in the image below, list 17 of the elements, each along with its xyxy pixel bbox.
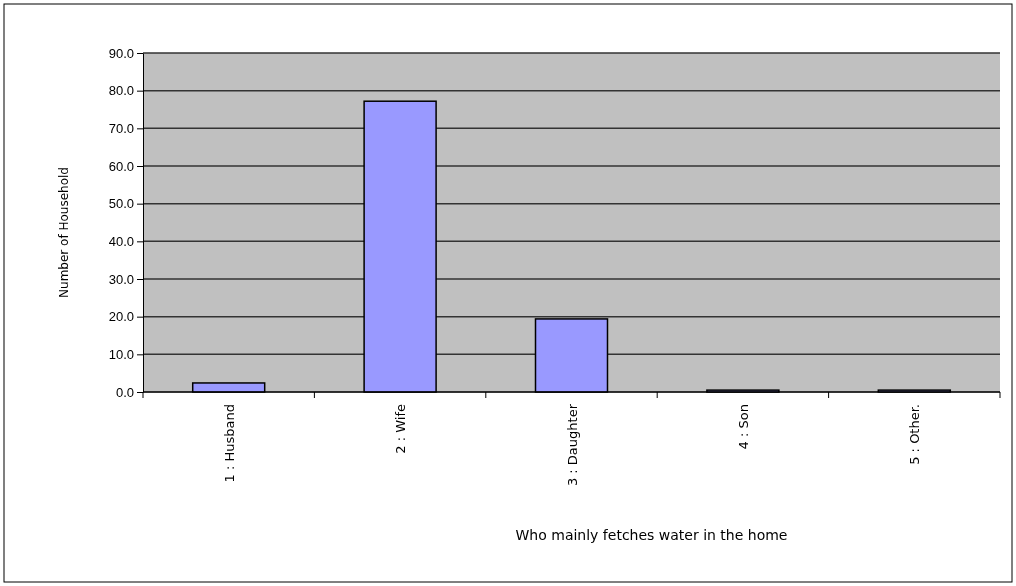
x-axis-title: Who mainly fetches water in the home [515, 527, 788, 543]
x-tick-label: 5 : Other. [907, 404, 923, 465]
x-tick-label: 1 : Husband [221, 404, 237, 483]
y-tick-label: 30.0 [108, 271, 134, 287]
y-tick-label: 50.0 [108, 196, 134, 212]
x-tick-label: 3 : Daughter [564, 403, 580, 487]
y-tick-label: 20.0 [108, 309, 134, 325]
y-tick-label: 70.0 [108, 120, 134, 136]
y-tick-label: 60.0 [108, 158, 134, 174]
y-tick-label: 10.0 [108, 346, 134, 362]
y-tick-label: 80.0 [108, 83, 134, 99]
x-tick-label: 2 : Wife [393, 404, 409, 454]
y-tick-label: 90.0 [108, 45, 134, 61]
x-tick-label: 4 : Son [735, 404, 751, 450]
y-axis-title: Number of Household [57, 167, 71, 298]
y-tick-label: 40.0 [108, 233, 134, 249]
y-tick-label: 0.0 [115, 384, 134, 400]
